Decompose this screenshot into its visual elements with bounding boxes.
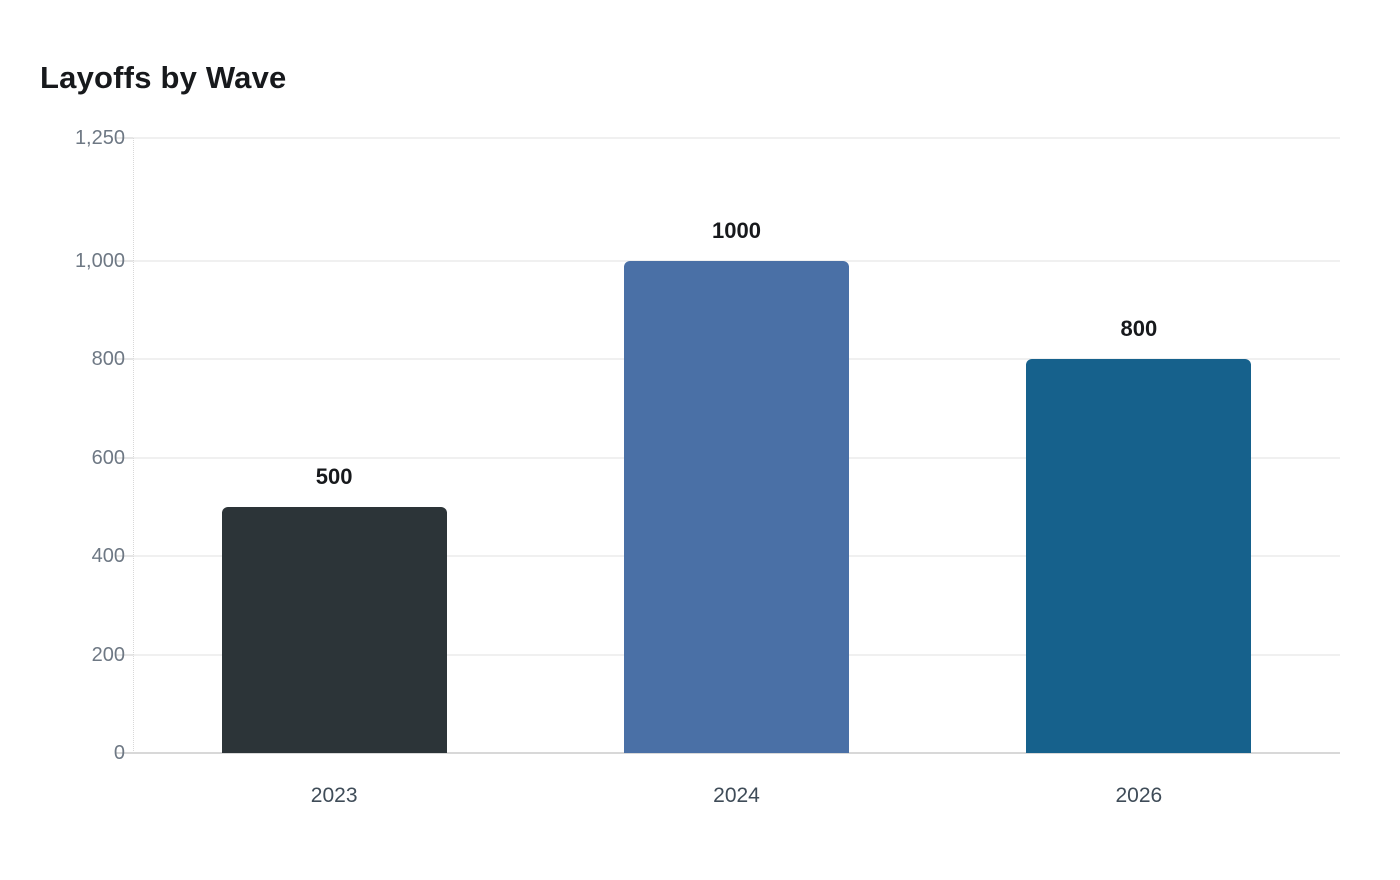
bar-value-label: 500	[315, 464, 353, 489]
y-axis-tick-label: 0	[113, 742, 125, 764]
bar-value-label: 800	[1120, 316, 1158, 342]
y-axis-tick-label: 1,000	[74, 250, 125, 272]
chart-title: Layoffs by Wave	[40, 60, 287, 95]
y-axis-tick-label: 800	[91, 348, 125, 371]
bar-2023[interactable]	[221, 507, 447, 753]
y-axis-tick	[115, 358, 133, 361]
y-axis-tick	[115, 653, 133, 656]
x-axis-tick-label: 2024	[713, 784, 760, 807]
y-axis-tick	[115, 456, 133, 459]
y-axis-tick-label: 200	[91, 643, 125, 666]
y-axis-tick	[115, 137, 133, 139]
y-axis-tick	[115, 555, 133, 558]
x-axis-baseline	[115, 752, 1340, 754]
x-axis-tick-label: 2023	[310, 784, 358, 807]
y-axis-tick-label: 600	[91, 446, 125, 469]
gridline	[133, 137, 1340, 139]
bar-2024[interactable]	[624, 261, 849, 753]
y-axis-tick-label: 1,250	[74, 127, 125, 149]
y-axis-tick-label: 400	[91, 545, 125, 568]
x-axis-tick-label: 2026	[1115, 784, 1163, 807]
y-axis-line	[133, 138, 134, 753]
y-axis-tick	[115, 260, 133, 262]
bar-2026[interactable]	[1026, 359, 1252, 753]
bar-value-label: 1000	[712, 218, 761, 243]
